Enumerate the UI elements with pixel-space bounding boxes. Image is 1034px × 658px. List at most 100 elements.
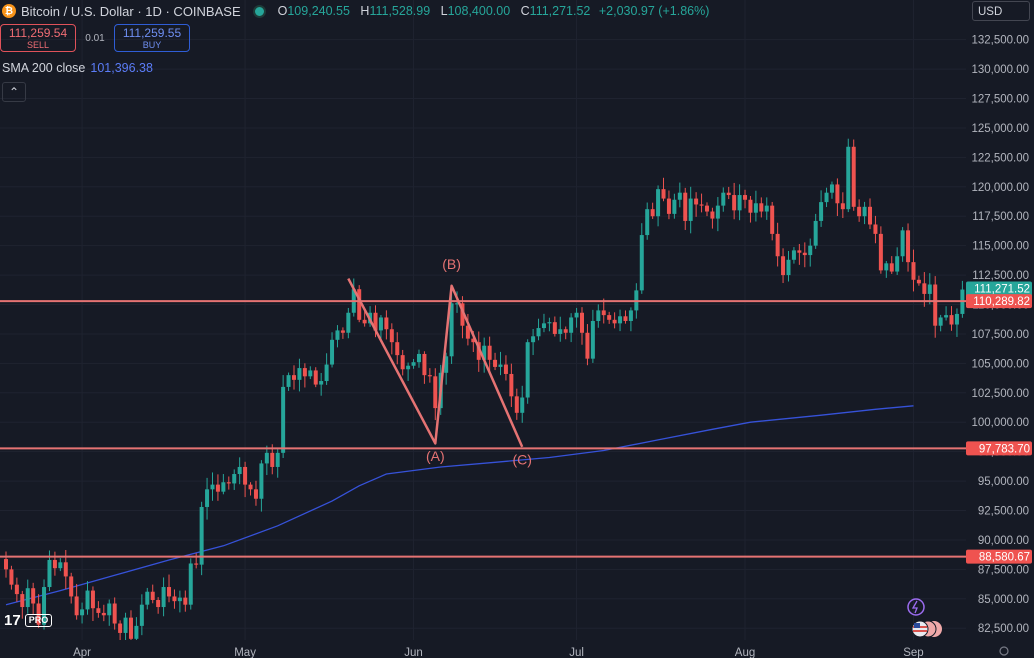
- candle[interactable]: [846, 146, 851, 210]
- candle[interactable]: [188, 563, 193, 605]
- candle[interactable]: [395, 342, 400, 356]
- candle[interactable]: [764, 205, 769, 212]
- candle[interactable]: [487, 345, 492, 360]
- wave-label[interactable]: (C): [513, 452, 532, 468]
- candle[interactable]: [9, 569, 14, 585]
- candle[interactable]: [878, 233, 883, 271]
- candle[interactable]: [585, 332, 590, 359]
- candle[interactable]: [884, 263, 889, 271]
- candle[interactable]: [590, 320, 595, 359]
- symbol-title[interactable]: Bitcoin / U.S. Dollar · 1D · COINBASE: [21, 3, 241, 19]
- candle[interactable]: [161, 587, 166, 608]
- candle[interactable]: [482, 345, 487, 360]
- candle[interactable]: [949, 315, 954, 325]
- candle[interactable]: [313, 370, 318, 385]
- candle[interactable]: [52, 559, 57, 569]
- candle[interactable]: [922, 283, 927, 294]
- candle[interactable]: [672, 199, 677, 214]
- candle[interactable]: [916, 279, 921, 284]
- candle[interactable]: [172, 596, 177, 602]
- candle[interactable]: [541, 323, 546, 329]
- candle[interactable]: [851, 146, 856, 207]
- candle[interactable]: [210, 484, 215, 490]
- candle[interactable]: [813, 220, 818, 246]
- candle[interactable]: [650, 209, 655, 217]
- wave-path[interactable]: [347, 278, 524, 448]
- candle[interactable]: [683, 192, 688, 221]
- tradingview-logo[interactable]: 17 PRO: [4, 612, 53, 629]
- candle[interactable]: [753, 203, 758, 213]
- candle[interactable]: [476, 342, 481, 360]
- candle[interactable]: [118, 623, 123, 633]
- candle[interactable]: [569, 317, 574, 333]
- candle[interactable]: [90, 590, 95, 609]
- candle[interactable]: [183, 597, 188, 605]
- candle[interactable]: [612, 319, 617, 324]
- candle[interactable]: [286, 375, 291, 387]
- candle[interactable]: [775, 233, 780, 257]
- candle[interactable]: [63, 562, 68, 577]
- candle[interactable]: [704, 205, 709, 212]
- candle[interactable]: [623, 316, 628, 321]
- sma-200-path[interactable]: [5, 405, 914, 606]
- candle[interactable]: [726, 192, 731, 196]
- candle[interactable]: [857, 206, 862, 217]
- candle[interactable]: [531, 336, 536, 343]
- candle[interactable]: [455, 303, 460, 305]
- candle[interactable]: [715, 205, 720, 219]
- candle[interactable]: [20, 594, 25, 608]
- candle[interactable]: [4, 559, 8, 570]
- candle[interactable]: [243, 466, 248, 485]
- candle[interactable]: [829, 184, 834, 193]
- candle[interactable]: [645, 209, 650, 236]
- sma-legend[interactable]: SMA 200 close 101,396.38: [2, 61, 153, 75]
- candle[interactable]: [938, 317, 943, 326]
- candle[interactable]: [748, 199, 753, 213]
- candle[interactable]: [112, 603, 117, 624]
- candle[interactable]: [944, 315, 949, 318]
- candle[interactable]: [25, 588, 30, 608]
- candle[interactable]: [205, 489, 210, 507]
- candle[interactable]: [248, 484, 253, 490]
- candle[interactable]: [737, 195, 742, 211]
- candle[interactable]: [873, 224, 878, 234]
- candle[interactable]: [253, 489, 258, 499]
- candle[interactable]: [933, 284, 938, 326]
- candle[interactable]: [580, 312, 585, 333]
- candle[interactable]: [357, 289, 362, 320]
- currency-selector[interactable]: USD: [972, 1, 1030, 21]
- candle[interactable]: [232, 474, 237, 484]
- candle[interactable]: [791, 250, 796, 260]
- candle[interactable]: [80, 609, 85, 616]
- candle[interactable]: [58, 562, 63, 569]
- candle[interactable]: [270, 452, 275, 467]
- candle[interactable]: [525, 342, 530, 398]
- candle[interactable]: [324, 364, 329, 382]
- candle[interactable]: [471, 338, 476, 343]
- candle[interactable]: [297, 368, 302, 380]
- candle[interactable]: [400, 355, 405, 370]
- candle[interactable]: [509, 373, 514, 397]
- candle[interactable]: [422, 353, 427, 376]
- candle[interactable]: [449, 303, 454, 357]
- candle[interactable]: [802, 252, 807, 256]
- candle[interactable]: [427, 375, 432, 377]
- candle[interactable]: [628, 310, 633, 321]
- candle[interactable]: [335, 330, 340, 340]
- candle[interactable]: [840, 203, 845, 210]
- candle[interactable]: [215, 484, 220, 492]
- candle[interactable]: [101, 612, 106, 616]
- candle[interactable]: [389, 329, 394, 343]
- candle[interactable]: [498, 364, 503, 367]
- market-status-icon[interactable]: [252, 4, 266, 18]
- candle[interactable]: [319, 381, 324, 385]
- candle[interactable]: [145, 591, 150, 605]
- candle[interactable]: [85, 590, 90, 610]
- candle[interactable]: [699, 204, 704, 206]
- candle[interactable]: [330, 339, 335, 365]
- candle[interactable]: [574, 312, 579, 318]
- candle[interactable]: [835, 184, 840, 204]
- candle[interactable]: [656, 189, 661, 217]
- candle[interactable]: [96, 608, 101, 613]
- candle[interactable]: [927, 284, 932, 294]
